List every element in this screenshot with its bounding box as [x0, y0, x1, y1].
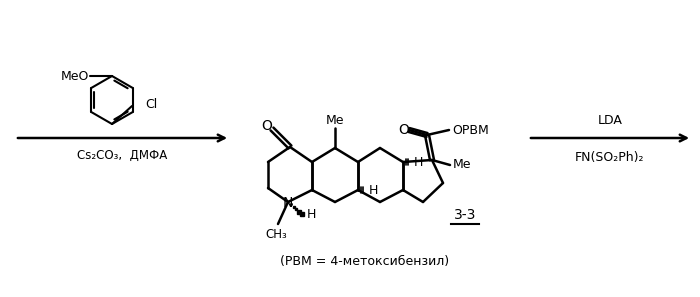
Text: H: H: [414, 156, 424, 168]
Text: OPBM: OPBM: [453, 124, 489, 137]
Text: MeO: MeO: [61, 69, 89, 83]
Text: Me: Me: [326, 113, 344, 127]
Text: N: N: [283, 196, 293, 210]
Text: H: H: [307, 208, 316, 220]
Text: 3-3: 3-3: [454, 208, 476, 222]
Text: LDA: LDA: [598, 113, 622, 127]
Text: Cs₂CO₃,  ДМФА: Cs₂CO₃, ДМФА: [78, 148, 167, 162]
Text: Me: Me: [453, 159, 471, 171]
Text: (PBM = 4-метоксибензил): (PBM = 4-метоксибензил): [281, 255, 449, 268]
Text: Cl: Cl: [145, 99, 158, 111]
Text: FN(SO₂Ph)₂: FN(SO₂Ph)₂: [575, 151, 645, 164]
Text: O: O: [262, 119, 272, 133]
Text: H: H: [369, 184, 379, 197]
Text: O: O: [398, 123, 409, 137]
Text: CH₃: CH₃: [265, 228, 287, 241]
